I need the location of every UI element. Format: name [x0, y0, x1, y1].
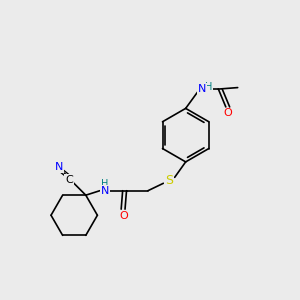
- Text: S: S: [165, 174, 173, 187]
- Text: C: C: [65, 175, 73, 185]
- Text: H: H: [205, 82, 212, 92]
- Text: O: O: [223, 108, 232, 118]
- Text: N: N: [198, 84, 206, 94]
- Text: O: O: [119, 211, 128, 221]
- Text: N: N: [101, 186, 109, 196]
- Text: N: N: [55, 162, 63, 172]
- Text: H: H: [101, 179, 109, 189]
